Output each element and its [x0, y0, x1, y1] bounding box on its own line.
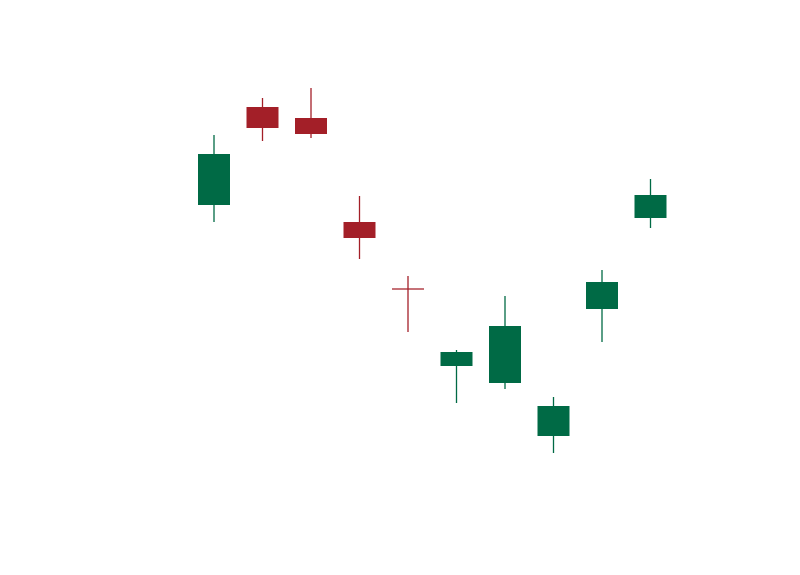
candle-body — [634, 195, 667, 218]
candle-body — [489, 326, 521, 383]
candle-body — [343, 222, 376, 238]
candle-body — [537, 406, 570, 436]
candle-body — [246, 107, 279, 128]
candle-body — [440, 352, 473, 366]
candle-body — [198, 154, 230, 205]
candle-body — [295, 118, 327, 134]
candle-body — [586, 282, 618, 309]
